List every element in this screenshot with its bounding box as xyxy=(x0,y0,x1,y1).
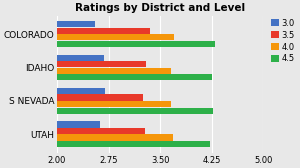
Bar xyxy=(0,88,105,94)
Bar xyxy=(0,54,104,61)
Legend: 3.0, 3.5, 4.0, 4.5: 3.0, 3.5, 4.0, 4.5 xyxy=(270,17,296,65)
Bar xyxy=(0,134,172,141)
Bar xyxy=(0,101,170,107)
Bar xyxy=(0,94,143,101)
Bar xyxy=(0,74,212,80)
Bar xyxy=(0,141,210,147)
Bar xyxy=(0,68,170,74)
Bar xyxy=(0,34,174,40)
Bar xyxy=(0,61,146,67)
Bar xyxy=(0,41,215,47)
Bar xyxy=(0,21,95,27)
Bar xyxy=(0,128,145,134)
Bar xyxy=(0,28,150,34)
Bar xyxy=(0,121,100,128)
Bar xyxy=(0,108,213,114)
Title: Ratings by District and Level: Ratings by District and Level xyxy=(75,4,245,13)
